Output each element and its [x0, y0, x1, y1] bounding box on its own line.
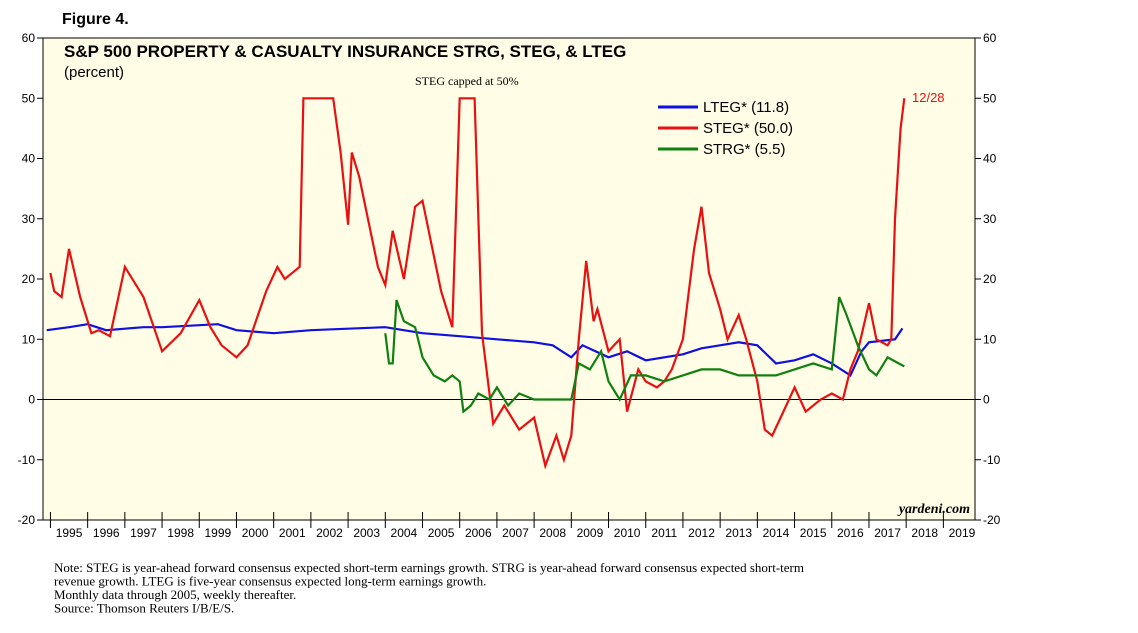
chart-title: S&P 500 PROPERTY & CASUALTY INSURANCE ST… — [64, 42, 626, 61]
y-tick-label: 0 — [28, 393, 35, 407]
x-tick-label: 2001 — [279, 526, 306, 540]
note-line: Monthly data through 2005, weekly therea… — [54, 587, 296, 602]
x-tick-label: 1996 — [93, 526, 120, 540]
annotation: STEG capped at 50% — [415, 74, 519, 88]
x-tick-label: 1995 — [56, 526, 83, 540]
x-tick-label: 2003 — [353, 526, 380, 540]
x-tick-label: 2015 — [800, 526, 827, 540]
note-line: revenue growth. LTEG is five-year consen… — [54, 574, 486, 589]
y-tick-label: -20 — [18, 513, 36, 527]
x-tick-label: 2006 — [465, 526, 492, 540]
x-tick-label: 2014 — [763, 526, 790, 540]
legend-label: STRG* (5.5) — [703, 141, 786, 158]
x-tick-label: 2007 — [502, 526, 529, 540]
x-tick-label: 2019 — [949, 526, 976, 540]
y-tick-label: 40 — [22, 152, 36, 166]
x-tick-label: 2010 — [614, 526, 641, 540]
x-tick-label: 2016 — [837, 526, 864, 540]
x-tick-label: 1998 — [167, 526, 194, 540]
subtitle: (percent) — [64, 64, 124, 81]
note-line: Source: Thomson Reuters I/B/E/S. — [54, 601, 234, 616]
annotation: 12/28 — [912, 90, 945, 105]
series-line — [49, 97, 906, 470]
y-tick-label: -10 — [983, 453, 1001, 467]
y-tick-label: 40 — [983, 152, 997, 166]
x-tick-label: 2011 — [651, 526, 677, 540]
series-line — [384, 296, 905, 414]
watermark: yardeni.com — [897, 502, 970, 517]
y-tick-label: -10 — [18, 453, 36, 467]
x-tick-label: 2000 — [242, 526, 269, 540]
y-tick-label: -20 — [983, 513, 1001, 527]
x-tick-label: 2009 — [577, 526, 604, 540]
x-tick-label: 2008 — [539, 526, 566, 540]
note-line: Note: STEG is year-ahead forward consens… — [54, 560, 804, 575]
y-tick-label: 60 — [22, 31, 36, 45]
y-tick-label: 50 — [22, 91, 36, 105]
y-tick-label: 0 — [983, 393, 990, 407]
x-tick-label: 2004 — [391, 526, 418, 540]
y-tick-label: 60 — [983, 31, 997, 45]
plot-area — [42, 37, 976, 521]
y-tick-label: 10 — [983, 332, 997, 346]
x-tick-label: 2017 — [874, 526, 901, 540]
x-tick-label: 1997 — [130, 526, 157, 540]
notes: Note: STEG is year-ahead forward consens… — [54, 560, 804, 616]
y-tick-label: 10 — [22, 332, 36, 346]
y-tick-label: 30 — [22, 212, 36, 226]
x-tick-label: 2005 — [428, 526, 455, 540]
legend-label: LTEG* (11.8) — [703, 99, 789, 116]
x-tick-label: 2002 — [316, 526, 343, 540]
x-tick-label: 2012 — [688, 526, 715, 540]
x-tick-label: 2013 — [725, 526, 752, 540]
y-tick-label: 50 — [983, 91, 997, 105]
x-tick-label: 1999 — [205, 526, 232, 540]
y-tick-label: 20 — [22, 272, 36, 286]
y-tick-label: 30 — [983, 212, 997, 226]
legend-label: STEG* (50.0) — [703, 120, 793, 137]
x-tick-label: 2018 — [911, 526, 938, 540]
figure-label: Figure 4. — [62, 11, 129, 28]
series-line — [46, 323, 904, 378]
y-tick-label: 20 — [983, 272, 997, 286]
